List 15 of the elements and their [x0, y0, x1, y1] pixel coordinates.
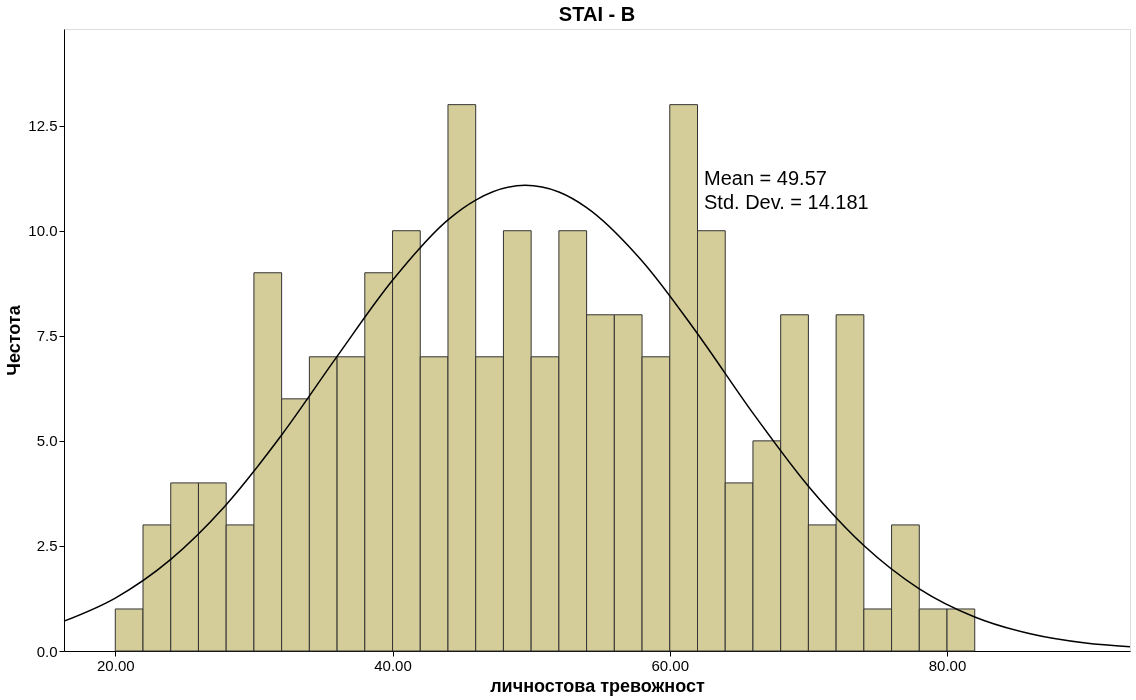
y-axis-title: Честота	[4, 304, 25, 376]
y-tick-label: 10.0	[28, 222, 58, 240]
annotation: Mean = 49.57	[704, 167, 827, 189]
x-tick-label: 80.00	[928, 656, 967, 674]
x-tick-label: 60.00	[651, 656, 690, 674]
y-tick-label: 5.0	[36, 432, 58, 450]
x-tick-label: 40.00	[374, 656, 412, 674]
y-tick-label: 2.5	[36, 537, 58, 555]
y-tick-label: 0.0	[36, 642, 58, 660]
chart-title: STAI - B	[558, 3, 636, 25]
y-tick-label: 12.5	[28, 117, 58, 135]
x-axis-title: личностова тревожност	[490, 675, 705, 696]
annotation: Std. Dev. = 14.181	[704, 191, 869, 213]
y-tick-label: 7.5	[36, 327, 58, 345]
x-tick-label: 20.00	[97, 656, 135, 674]
